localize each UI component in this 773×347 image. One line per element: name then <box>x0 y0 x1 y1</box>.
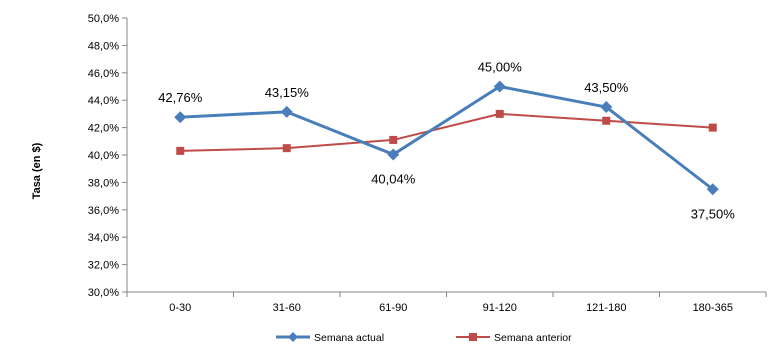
data-point-square <box>282 144 291 153</box>
y-tick-label: 36,0% <box>88 205 119 217</box>
data-point-square <box>708 123 717 132</box>
y-tick-label: 46,0% <box>88 68 119 80</box>
data-point-diamond <box>174 111 187 124</box>
legend-label: Semana anterior <box>494 332 572 344</box>
data-label: 37,50% <box>691 206 736 221</box>
data-labels: 42,76% 43,15% 40,04% 45,00% 43,50% 37,50% <box>158 60 735 222</box>
legend-marker-diamond <box>288 332 298 342</box>
y-tick-label: 30,0% <box>88 287 119 299</box>
y-tick-label: 40,0% <box>88 150 119 162</box>
data-label: 42,76% <box>158 90 203 105</box>
series-lines <box>174 80 719 196</box>
data-point-diamond <box>387 148 400 161</box>
data-point-diamond <box>280 105 293 118</box>
data-point-square <box>389 135 398 144</box>
data-point-square <box>176 146 185 155</box>
x-tick-label: 31-60 <box>273 302 301 314</box>
y-axis-title: Tasa (en $) <box>31 142 43 199</box>
x-tick-label: 91-120 <box>483 302 517 314</box>
data-point-diamond <box>600 101 613 114</box>
y-tick-label: 48,0% <box>88 40 119 52</box>
x-tick-label: 61-90 <box>379 302 407 314</box>
data-point-diamond <box>706 183 719 196</box>
legend-marker-square <box>469 333 477 341</box>
series-semana-anterior <box>176 109 717 155</box>
series-line <box>180 85 714 191</box>
data-point-diamond <box>493 80 506 93</box>
data-point-square <box>495 109 504 118</box>
x-tick-label: 180-365 <box>693 302 733 314</box>
data-label: 45,00% <box>478 60 523 75</box>
x-tick-label: 0-30 <box>169 302 191 314</box>
legend-entry: Semana anterior <box>456 332 572 344</box>
y-tick-label: 34,0% <box>88 232 119 244</box>
y-tick-label: 32,0% <box>88 260 119 272</box>
y-tick-label: 50,0% <box>88 13 119 25</box>
data-label: 43,50% <box>584 80 629 95</box>
legend: Semana actual Semana anterior <box>276 332 572 344</box>
y-tick-label: 44,0% <box>88 95 119 107</box>
legend-label: Semana actual <box>314 332 384 344</box>
y-tick-label: 42,0% <box>88 123 119 135</box>
data-label: 40,04% <box>371 171 416 186</box>
data-label: 43,15% <box>265 85 310 100</box>
y-axis: 30,0% 32,0% 34,0% 36,0% 38,0% 40,0% 42,0% 44,0%… <box>88 13 128 299</box>
legend-entry: Semana actual <box>276 332 384 344</box>
x-tick-label: 121-180 <box>586 302 626 314</box>
data-point-square <box>602 116 611 125</box>
x-axis: 0-30 31-60 61-90 91-120 121-180 180-365 <box>126 291 767 314</box>
series-semana-actual <box>174 80 719 196</box>
y-tick-label: 38,0% <box>88 177 119 189</box>
